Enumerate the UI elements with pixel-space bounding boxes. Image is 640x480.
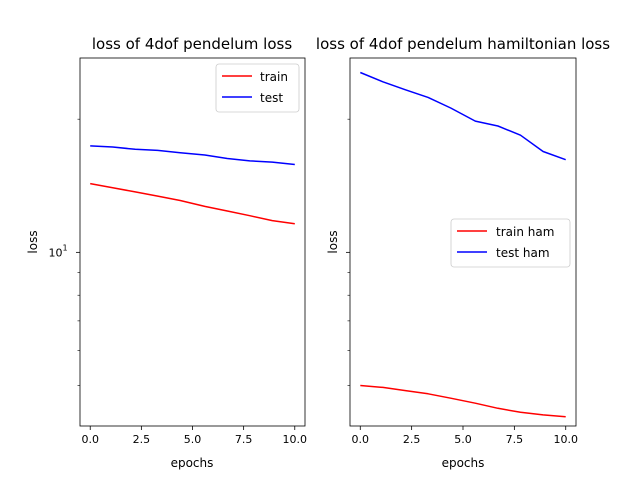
right-legend-label-test-ham: test ham [496, 246, 550, 260]
right-x-tick-label: 10.0 [553, 433, 578, 446]
right-series-lines [360, 71, 566, 418]
right-x-tick-label: 2.5 [403, 433, 421, 446]
right-x-ticks: 0.0 2.5 5.0 7.5 10.0 [352, 426, 578, 446]
right-legend-label-train-ham: train ham [496, 225, 554, 239]
left-series-line-test [90, 145, 295, 166]
right-x-tick-label: 0.0 [352, 433, 370, 446]
left-x-axis-label: epochs [171, 456, 214, 470]
left-x-tick-label: 10.0 [283, 433, 308, 446]
left-series-line-train [90, 182, 295, 225]
left-legend: train test [215, 63, 300, 113]
right-x-tick-label: 5.0 [454, 433, 472, 446]
left-x-tick-label: 5.0 [184, 433, 202, 446]
right-series-line-train-ham [360, 384, 566, 418]
right-chart-title: loss of 4dof pendelum hamiltonian loss [316, 35, 610, 53]
left-y-axis-label: loss [26, 230, 40, 253]
right-legend: train ham test ham [450, 218, 571, 268]
left-y-tick-label: 101 [48, 243, 67, 259]
left-x-tick-label: 7.5 [235, 433, 253, 446]
right-x-tick-label: 7.5 [506, 433, 524, 446]
left-legend-label-test: test [260, 91, 283, 105]
right-y-ticks [346, 118, 350, 386]
left-x-tick-label: 2.5 [133, 433, 151, 446]
right-subplot: loss of 4dof pendelum hamiltonian loss 0… [316, 35, 610, 470]
left-legend-label-train: train [260, 70, 288, 84]
left-y-ticks: 101 [48, 118, 80, 386]
left-subplot: loss of 4dof pendelum loss 0.0 2.5 5.0 7.5 1… [26, 35, 307, 470]
left-series-lines [90, 145, 295, 225]
right-x-axis-label: epochs [442, 456, 485, 470]
left-chart-title: loss of 4dof pendelum loss [92, 35, 292, 53]
left-x-tick-label: 0.0 [81, 433, 99, 446]
left-x-ticks: 0.0 2.5 5.0 7.5 10.0 [81, 426, 307, 446]
right-y-axis-label: loss [326, 230, 340, 253]
right-series-line-test-ham [360, 71, 566, 161]
